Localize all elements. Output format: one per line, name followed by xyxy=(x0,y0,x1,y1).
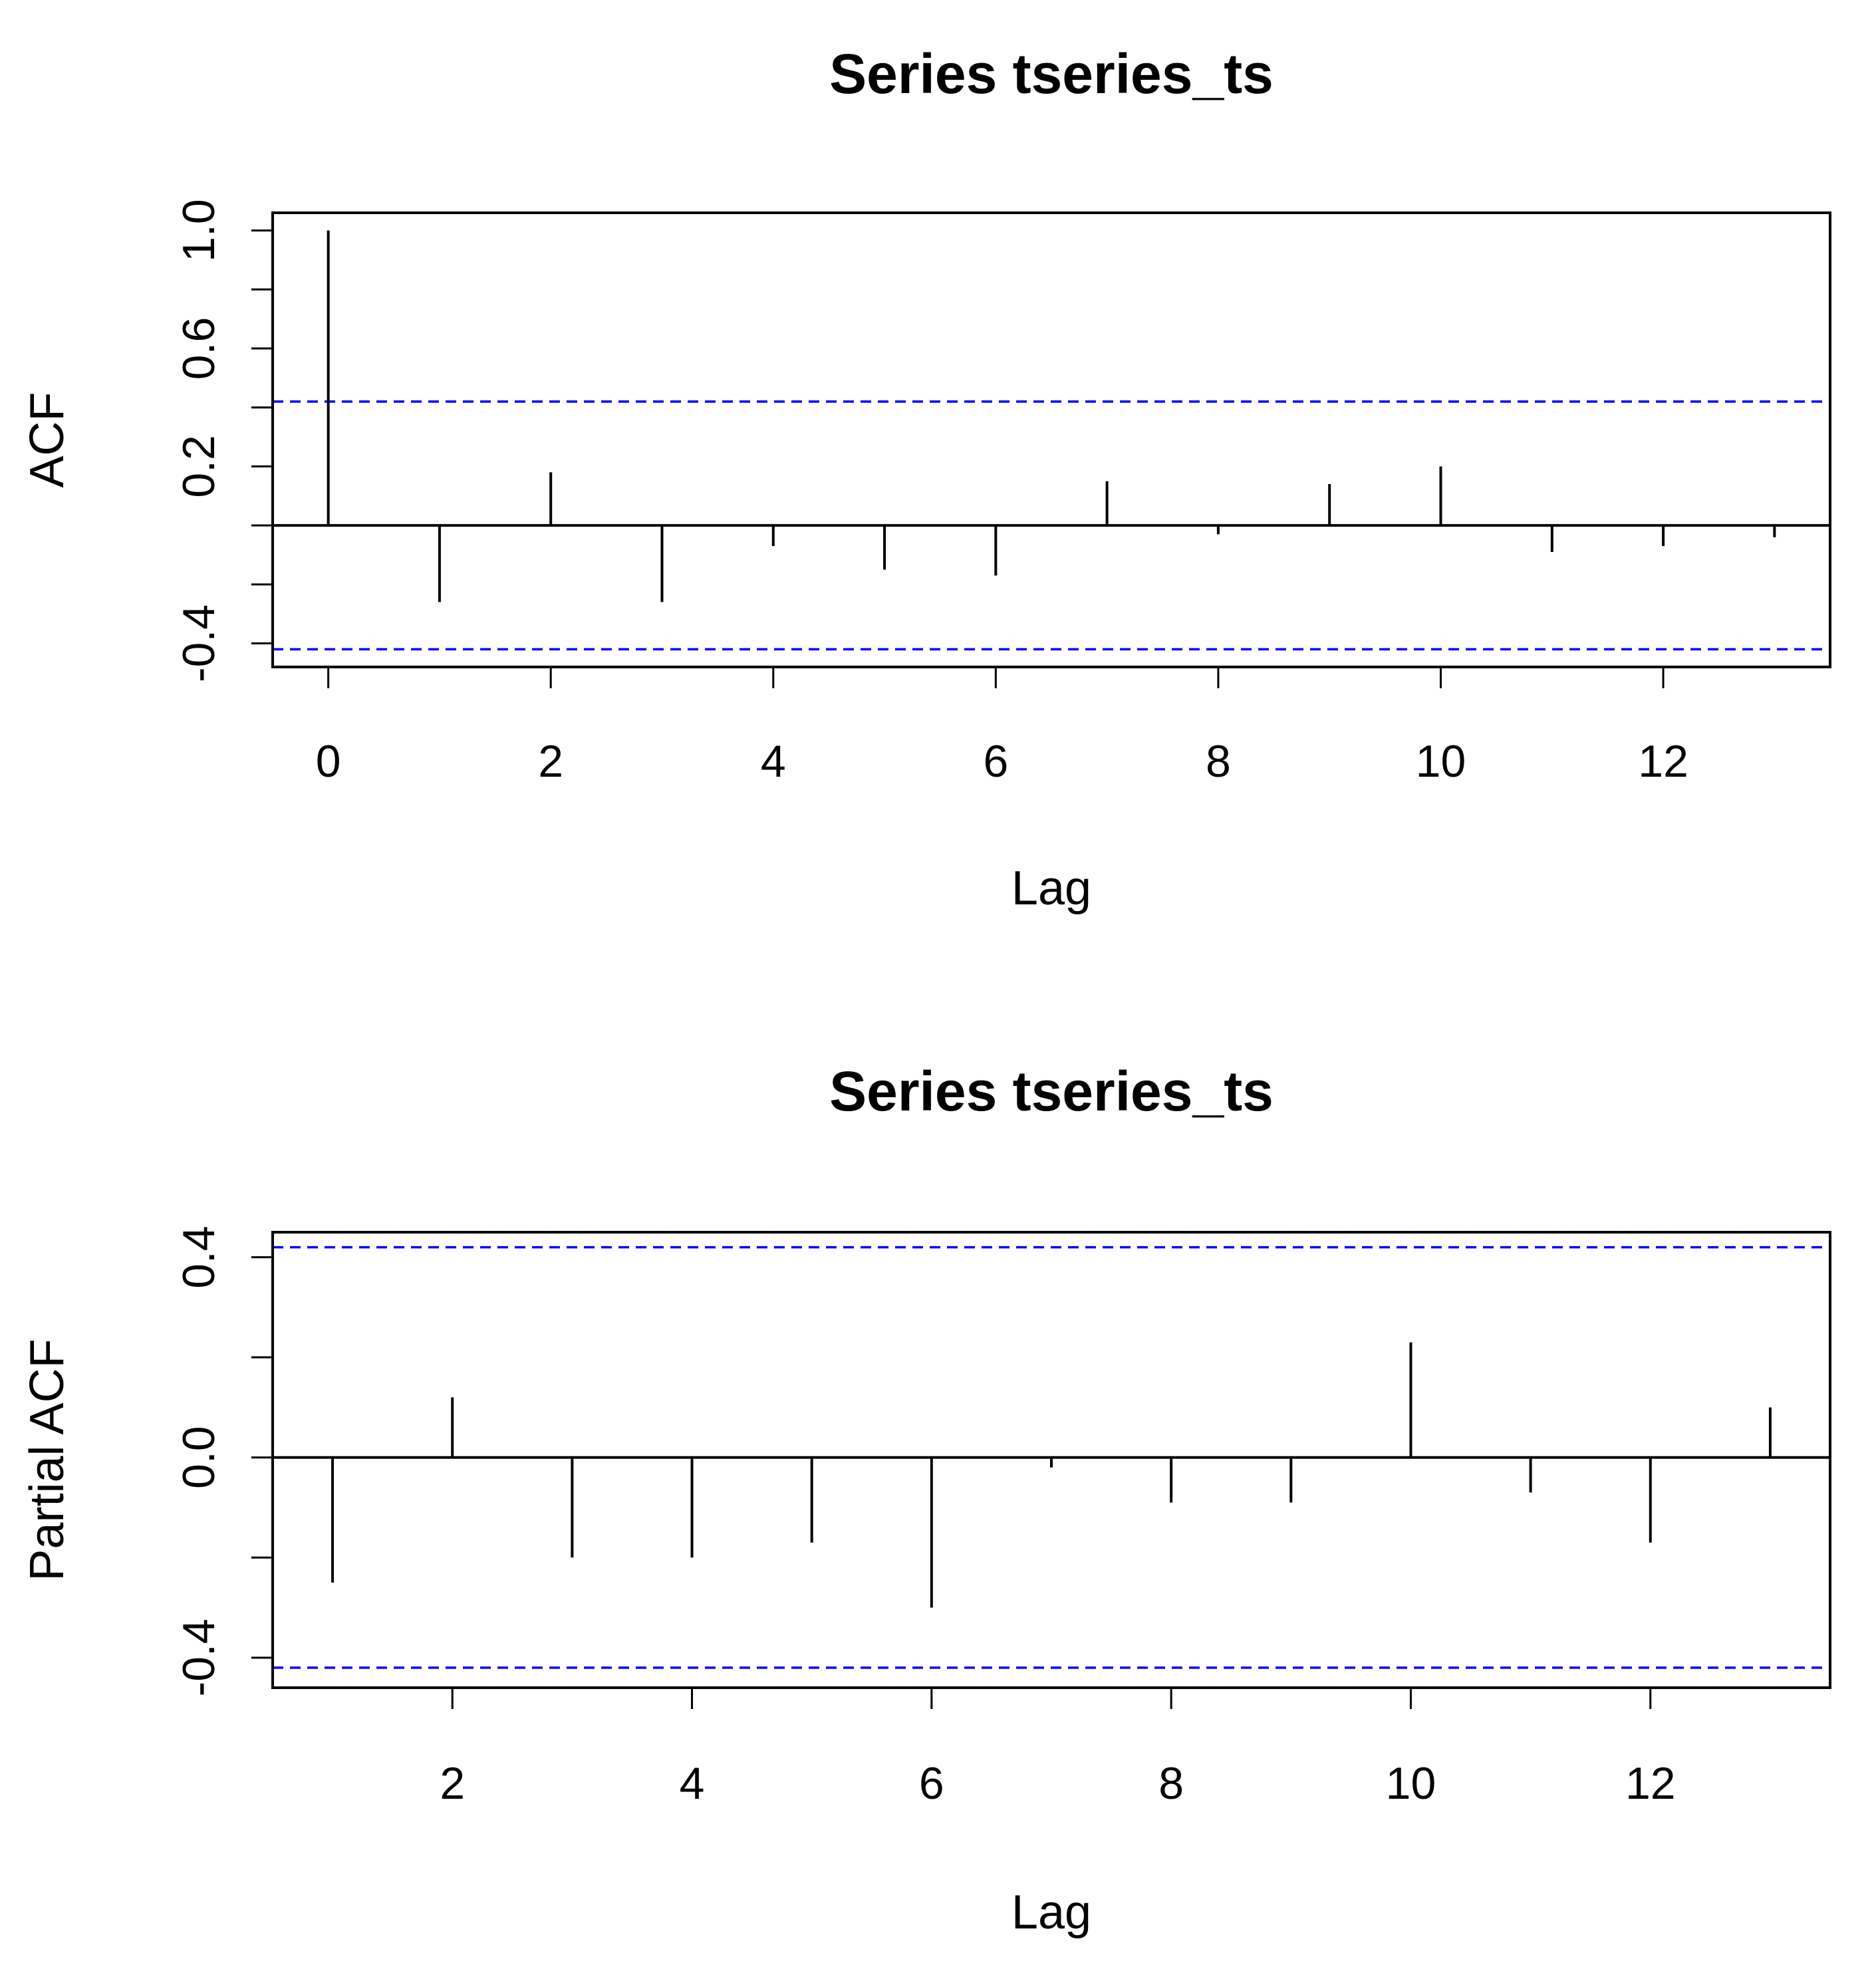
pacf-x-tick-label: 4 xyxy=(680,1758,705,1809)
acf-plot-frame xyxy=(271,211,1831,668)
acf-y-tick-label: -0.4 xyxy=(174,604,224,682)
acf-x-tick-label: 6 xyxy=(983,736,1008,787)
acf-x-tick-label: 12 xyxy=(1638,736,1688,787)
pacf-x-tick-label: 8 xyxy=(1158,1758,1184,1809)
pacf-panel: Series tseries_ts 2 4 6 8 10 12 -0.4 0.0 0.4 Lag Pa… xyxy=(21,1060,1831,1939)
acf-title: Series tseries_ts xyxy=(829,43,1273,105)
acf-y-tick-label: 1.0 xyxy=(174,199,224,262)
pacf-x-tick-label: 10 xyxy=(1386,1758,1436,1809)
pacf-x-tick-label: 12 xyxy=(1625,1758,1676,1809)
acf-y-tick-label: 0.6 xyxy=(174,317,224,380)
acf-y-axis-label: ACF xyxy=(21,392,74,488)
pacf-y-axis-label: Partial ACF xyxy=(21,1339,74,1581)
acf-panel: Series tseries_ts 0 2 4 6 8 10 12 -0.4 0.2 0.6 1.0 L… xyxy=(21,43,1831,915)
pacf-x-tick-label: 2 xyxy=(440,1758,465,1809)
pacf-y-tick-label: -0.4 xyxy=(174,1619,224,1696)
acf-x-tick-label: 4 xyxy=(761,736,786,787)
acf-x-tick-label: 2 xyxy=(538,736,563,787)
pacf-y-tick-label: 0.4 xyxy=(174,1226,224,1289)
acf-x-tick-label: 8 xyxy=(1206,736,1231,787)
acf-x-axis-label: Lag xyxy=(1011,862,1091,915)
acf-x-tick-label: 10 xyxy=(1416,736,1466,787)
pacf-plot-frame xyxy=(271,1231,1831,1689)
pacf-x-axis-label: Lag xyxy=(1011,1886,1091,1939)
acf-x-tick-label: 0 xyxy=(316,736,341,787)
pacf-x-tick-label: 6 xyxy=(919,1758,944,1809)
pacf-title: Series tseries_ts xyxy=(829,1060,1273,1122)
pacf-y-tick-label: 0.0 xyxy=(174,1426,224,1489)
acf-y-tick-label: 0.2 xyxy=(174,435,224,498)
